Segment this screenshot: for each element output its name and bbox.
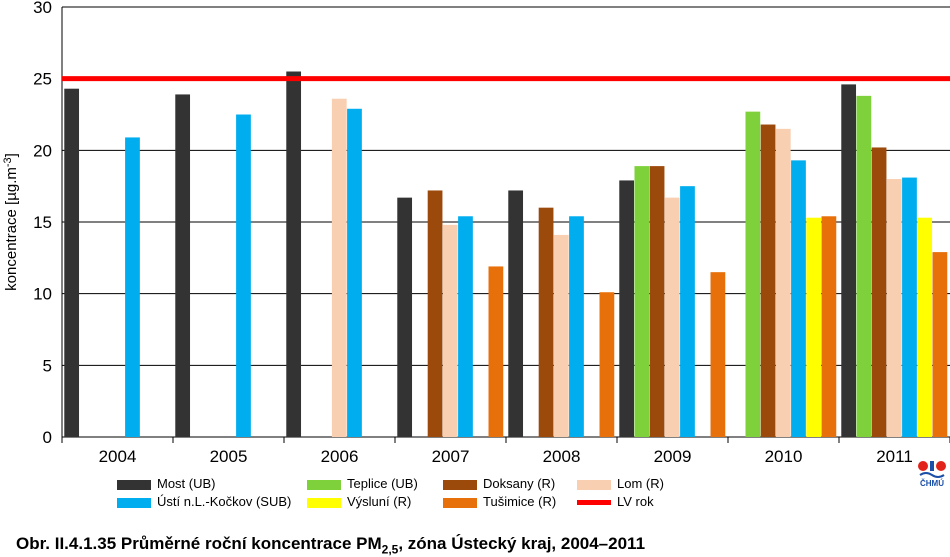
bar (397, 197, 413, 437)
bar (347, 108, 362, 438)
legend-label-tusimice: Tušimice (R) (483, 494, 557, 509)
bar (932, 252, 948, 437)
bar (569, 216, 584, 437)
bar (236, 114, 251, 437)
legend-item-lom: Lom (R) (577, 477, 664, 491)
chmu-logo-text: ČHMÚ (920, 479, 944, 488)
bar (791, 160, 806, 437)
caption-suffix: , zóna Ústecký kraj, 2004–2011 (398, 534, 646, 553)
legend-label-lv: LV rok (617, 494, 654, 509)
y-tick-label: 10 (33, 285, 52, 304)
legend-swatch-vysluni (307, 497, 341, 508)
x-tick-label: 2008 (543, 447, 581, 466)
y-axis-label-end: ] (3, 153, 20, 157)
caption-subscript: 2,5 (381, 542, 399, 557)
x-tick-label: 2011 (876, 447, 913, 466)
bar (125, 137, 140, 437)
legend-label-teplice: Teplice (UB) (347, 476, 418, 491)
bar (917, 217, 933, 437)
y-tick-label: 15 (33, 213, 52, 232)
x-tick-label: 2004 (99, 447, 137, 466)
bar (664, 197, 680, 437)
y-tick-label: 20 (33, 141, 52, 160)
bar (458, 216, 473, 437)
legend-item-teplice: Teplice (UB) (307, 477, 418, 491)
bar (760, 124, 776, 438)
legend-label-vysluni: Výsluní (R) (347, 494, 412, 509)
x-tick-label: 2010 (765, 447, 803, 466)
bar (775, 128, 791, 438)
bar (871, 147, 887, 437)
y-axis-label-sup: -3 (2, 157, 14, 167)
legend-item-doksany: Doksany (R) (443, 477, 555, 491)
pm25-bar-chart: 0 5 10 15 20 25 30 2004 2005 2006 2007 2008 2009 2010… (2, 0, 950, 466)
bar (442, 224, 458, 437)
bar (553, 234, 569, 437)
legend-swatch-teplice (307, 479, 341, 490)
y-axis-label: koncentrace [µg.m-3] (2, 153, 20, 291)
figure-caption: Obr. II.4.1.35 Průměrné roční koncentrac… (16, 534, 645, 556)
bar (538, 207, 554, 437)
bar (710, 272, 726, 437)
bar (856, 95, 872, 437)
x-tick-label: 2006 (321, 447, 359, 466)
bar (806, 217, 822, 437)
x-tick-label: 2009 (654, 447, 692, 466)
legend-swatch-lv (577, 500, 611, 506)
bar (886, 179, 902, 437)
legend-item-usti: Ústí n.L.-Kočkov (SUB) (117, 495, 291, 509)
bar (175, 94, 191, 437)
y-tick-label: 30 (33, 0, 52, 17)
bar (64, 88, 80, 437)
bar (619, 180, 635, 437)
bar (508, 190, 524, 437)
legend-label-usti: Ústí n.L.-Kočkov (SUB) (157, 494, 292, 509)
bar (488, 266, 504, 437)
caption-prefix: Obr. II.4.1.35 Průměrné roční koncentrac… (16, 534, 382, 553)
bar (286, 71, 302, 437)
bar (745, 111, 761, 437)
legend-label-most: Most (UB) (157, 476, 216, 491)
legend-swatch-lom (577, 479, 611, 490)
x-tick-label: 2005 (210, 447, 248, 466)
bar (821, 216, 837, 437)
legend-swatch-usti (117, 497, 151, 508)
legend-swatch-most (117, 479, 151, 490)
bar (331, 98, 347, 437)
y-tick-label: 0 (43, 428, 52, 447)
bar (841, 84, 857, 438)
legend-label-doksany: Doksany (R) (483, 476, 556, 491)
bar (680, 186, 695, 437)
bar (649, 166, 665, 437)
bar (902, 177, 917, 438)
y-axis-label-text: koncentrace [µg.m (3, 167, 20, 291)
legend-item-lv: LV rok (577, 495, 654, 509)
legend-item-most: Most (UB) (117, 477, 216, 491)
y-tick-label: 5 (43, 356, 52, 375)
bar (427, 190, 443, 437)
legend-swatch-tusimice (443, 497, 477, 508)
chmu-logo: ČHMÚ (917, 458, 947, 494)
bar (599, 292, 615, 437)
x-tick-label: 2007 (432, 447, 470, 466)
y-tick-label: 25 (33, 70, 52, 89)
legend-item-vysluni: Výsluní (R) (307, 495, 411, 509)
chmu-logo-mark (918, 461, 946, 478)
legend-swatch-doksany (443, 479, 477, 490)
legend-label-lom: Lom (R) (617, 476, 664, 491)
bar (634, 166, 650, 437)
legend-item-tusimice: Tušimice (R) (443, 495, 556, 509)
